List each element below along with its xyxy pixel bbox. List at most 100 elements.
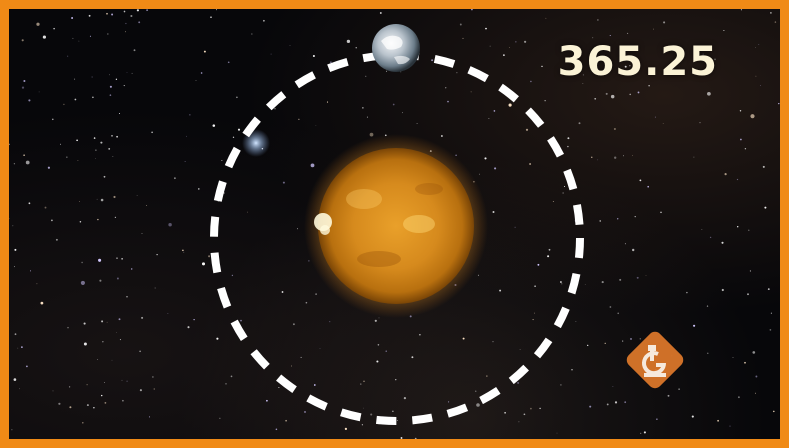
star [96, 198, 98, 200]
star [118, 318, 121, 321]
star [52, 118, 54, 121]
star [589, 405, 592, 408]
star [89, 35, 91, 37]
star [530, 80, 532, 83]
star [139, 350, 141, 353]
star [754, 392, 756, 394]
star [68, 386, 71, 388]
star [361, 424, 364, 426]
star [186, 135, 188, 137]
star [699, 122, 701, 124]
star [78, 40, 80, 42]
star [114, 216, 117, 219]
star [313, 384, 316, 386]
star [514, 226, 516, 228]
star [109, 85, 112, 88]
star [231, 274, 234, 277]
star [116, 135, 118, 138]
star [662, 122, 664, 124]
star [462, 337, 465, 340]
star [263, 19, 265, 22]
star [25, 365, 28, 368]
star [445, 87, 447, 89]
star [366, 116, 368, 118]
star [431, 59, 434, 62]
star [146, 205, 148, 206]
star [315, 125, 317, 126]
star [216, 337, 219, 340]
star [131, 72, 133, 74]
star [582, 74, 584, 76]
star [300, 356, 302, 358]
star [130, 268, 133, 270]
star [51, 219, 53, 222]
star [225, 383, 227, 385]
star [270, 53, 272, 55]
star [643, 431, 646, 434]
star [63, 103, 65, 106]
star [414, 437, 417, 439]
star [660, 211, 662, 214]
earth-icon [372, 24, 420, 72]
star [455, 154, 457, 156]
star [377, 344, 380, 346]
star [729, 425, 731, 427]
star [702, 53, 704, 55]
star [492, 211, 495, 213]
star [289, 44, 291, 46]
star [100, 198, 104, 202]
star [447, 100, 449, 103]
star [492, 341, 494, 343]
star [66, 156, 68, 158]
star [125, 22, 127, 25]
star [534, 285, 536, 288]
star [14, 248, 17, 251]
star [189, 114, 191, 116]
star [411, 356, 414, 359]
star [330, 61, 332, 63]
star [109, 74, 110, 76]
star [737, 396, 740, 399]
star [609, 35, 611, 36]
star [221, 160, 223, 162]
star [126, 296, 128, 298]
star [298, 118, 300, 120]
star [17, 347, 19, 349]
star [174, 177, 176, 180]
star [750, 114, 755, 119]
star [93, 137, 96, 139]
sun-icon [304, 134, 488, 318]
star [724, 173, 727, 176]
star [656, 418, 658, 420]
star [139, 389, 142, 392]
star [119, 339, 121, 341]
star [108, 147, 111, 150]
star [138, 21, 141, 24]
star [304, 411, 306, 413]
star [678, 388, 680, 390]
star [168, 222, 172, 227]
star [392, 410, 394, 412]
star [360, 383, 362, 385]
star [281, 291, 284, 293]
star [109, 94, 112, 96]
star [152, 376, 154, 378]
star [216, 9, 217, 11]
star [230, 375, 233, 378]
star [13, 378, 17, 381]
star [113, 195, 116, 199]
star [770, 312, 772, 314]
star [125, 31, 126, 33]
star [693, 156, 695, 158]
star [275, 428, 278, 431]
star [80, 280, 85, 285]
star [774, 21, 777, 23]
star [636, 276, 639, 279]
star [629, 65, 631, 67]
star [395, 379, 397, 381]
star [153, 388, 155, 390]
star [19, 388, 20, 390]
star [416, 122, 418, 125]
star [737, 226, 739, 228]
